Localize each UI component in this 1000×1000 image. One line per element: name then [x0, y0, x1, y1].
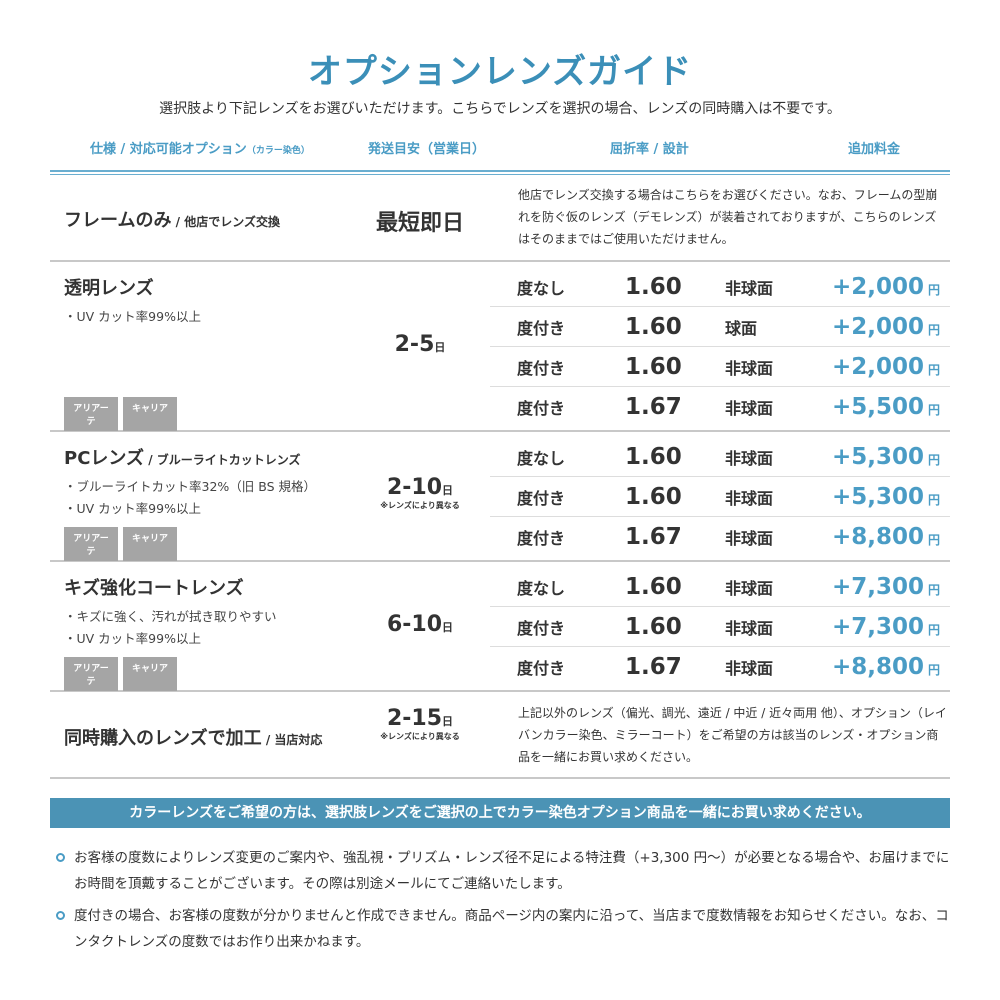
prescription-type: 度付き [517, 488, 566, 508]
section-combined: 同時購入のレンズで加工 / 当店対応 2-15日 ※レンズにより異なる 上記以外の… [50, 692, 950, 779]
lens-design: 球面 [725, 318, 758, 338]
header-spec: 仕様 / 対応可能オプション（カラー染色） [90, 138, 310, 157]
lens-design: 非球面 [725, 358, 774, 378]
additional-price: +7,300 円 [832, 613, 941, 640]
ship-days: 最短即日 [375, 211, 464, 236]
lens-design: 非球面 [725, 618, 774, 638]
option-tag: アリアーテ [64, 657, 118, 691]
lens-option-row: 度付き 1.67 非球面 +8,800 円 [490, 647, 950, 687]
ship-days: 6-10日 [386, 612, 454, 637]
lens-option-row: 度付き 1.60 非球面 +7,300 円 [490, 607, 950, 647]
refractive-index: 1.67 [625, 654, 682, 680]
circle-bullet-icon [56, 911, 65, 920]
lens-option-row: 度なし 1.60 非球面 +2,000 円 [490, 267, 950, 307]
prescription-type: 度なし [517, 448, 566, 468]
additional-price: +2,000 円 [832, 353, 941, 380]
lens-design: 非球面 [725, 399, 774, 418]
section-description: 他店でレンズ交換する場合はこちらをお選びください。なお、フレームの型崩れを防ぐ仮… [518, 188, 938, 246]
lens-option-row: 度付き 1.60 非球面 +2,000 円 [490, 347, 950, 387]
lens-option-row: 度付き 1.60 球面 +2,000 円 [490, 307, 950, 347]
feature-point: ・UV カット率99%以上 [64, 631, 201, 646]
lens-option-row: 度なし 1.60 非球面 +7,300 円 [490, 567, 950, 607]
lens-design: 非球面 [725, 488, 774, 508]
additional-price: +8,800 円 [832, 654, 941, 680]
ship-days: 2-5日 [394, 332, 446, 357]
prescription-type: 度付き [517, 529, 566, 548]
lens-design: 非球面 [725, 659, 774, 678]
lens-option-row: 度なし 1.60 非球面 +5,300 円 [490, 437, 950, 477]
lens-option-row: 度付き 1.67 非球面 +8,800 円 [490, 517, 950, 557]
feature-point: ・キズに強く、汚れが拭き取りやすい [64, 609, 277, 624]
section-name: PCレンズ / ブルーライトカットレンズ [64, 448, 301, 469]
refractive-index: 1.60 [625, 613, 682, 640]
prescription-type: 度付き [517, 659, 566, 678]
refractive-index: 1.60 [625, 573, 682, 600]
additional-price: +8,800 円 [832, 524, 941, 550]
prescription-type: 度付き [517, 318, 566, 338]
additional-price: +2,000 円 [832, 273, 941, 300]
ship-note: ※レンズにより異なる [380, 732, 460, 741]
note-item: お客様の度数によりレンズ変更のご案内や、強乱視・プリズム・レンズ径不足による特注… [56, 845, 956, 897]
prescription-type: 度なし [517, 278, 566, 298]
refractive-index: 1.60 [625, 483, 682, 510]
feature-point: ・UV カット率99%以上 [64, 501, 201, 516]
feature-point: ・UV カット率99%以上 [64, 309, 201, 324]
ship-days: 2-15日 [386, 706, 454, 731]
color-lens-banner: カラーレンズをご希望の方は、選択肢レンズをご選択の上でカラー染色オプション商品を… [50, 798, 950, 828]
option-tag: キャリア [123, 657, 177, 691]
prescription-type: 度付き [517, 358, 566, 378]
section-name: 透明レンズ [64, 278, 154, 299]
prescription-type: 度付き [517, 618, 566, 638]
header-spec-note: （カラー染色） [246, 146, 310, 156]
ship-note: ※レンズにより異なる [380, 501, 460, 510]
section-name: キズ強化コートレンズ [64, 578, 244, 599]
option-tag: キャリア [123, 397, 177, 431]
header-lens: 屈折率 / 設計 [610, 142, 689, 157]
header-price: 追加料金 [848, 142, 901, 157]
section-lens: 透明レンズ・UV カット率99%以上アリアーテ キャリア 2-5日 度なし 1.60… [50, 262, 950, 432]
refractive-index: 1.60 [625, 313, 682, 340]
section-lens: キズ強化コートレンズ・キズに強く、汚れが拭き取りやすい ・UV カット率99%以上… [50, 562, 950, 692]
additional-price: +2,000 円 [832, 313, 941, 340]
option-tag: キャリア [123, 527, 177, 561]
feature-point: ・ブルーライトカット率32%（旧 BS 規格） [64, 479, 317, 494]
circle-bullet-icon [56, 853, 65, 862]
additional-price: +5,300 円 [832, 443, 941, 470]
lens-option-row: 度付き 1.67 非球面 +5,500 円 [490, 387, 950, 427]
refractive-index: 1.67 [625, 394, 682, 420]
lens-design: 非球面 [725, 278, 774, 298]
additional-price: +5,300 円 [832, 483, 941, 510]
page-title: オプションレンズガイド [307, 52, 693, 92]
option-tag: アリアーテ [64, 397, 118, 431]
lens-design: 非球面 [725, 529, 774, 548]
section-name: 同時購入のレンズで加工 / 当店対応 [64, 728, 323, 749]
note-item: 度付きの場合、お客様の度数が分かりませんと作成できません。商品ページ内の案内に沿… [56, 903, 956, 955]
refractive-index: 1.60 [625, 443, 682, 470]
lens-design: 非球面 [725, 448, 774, 468]
option-tag: アリアーテ [64, 527, 118, 561]
ship-days: 2-10日 [386, 475, 454, 500]
page-subtitle: 選択肢より下記レンズをお選びいただけます。こちらでレンズを選択の場合、レンズの同… [159, 101, 841, 117]
prescription-type: 度付き [517, 399, 566, 418]
refractive-index: 1.67 [625, 524, 682, 550]
section-lens: PCレンズ / ブルーライトカットレンズ・ブルーライトカット率32%（旧 BS … [50, 432, 950, 562]
additional-price: +5,500 円 [832, 394, 941, 420]
lens-design: 非球面 [725, 578, 774, 598]
section-description: 上記以外のレンズ（偏光、調光、遠近 / 中近 / 近々両用 他）、オプション（レ… [518, 706, 947, 764]
header-divider [50, 170, 950, 175]
refractive-index: 1.60 [625, 353, 682, 380]
header-ship: 発送目安（営業日） [368, 142, 486, 157]
additional-price: +7,300 円 [832, 573, 941, 600]
refractive-index: 1.60 [625, 273, 682, 300]
prescription-type: 度なし [517, 578, 566, 598]
lens-option-row: 度付き 1.60 非球面 +5,300 円 [490, 477, 950, 517]
section-name: フレームのみ / 他店でレンズ交換 [64, 210, 280, 231]
section-frame-only: フレームのみ / 他店でレンズ交換 最短即日 他店でレンズ交換する場合はこちらを… [50, 175, 950, 262]
header-spec-label: 仕様 / 対応可能オプション [90, 142, 247, 157]
